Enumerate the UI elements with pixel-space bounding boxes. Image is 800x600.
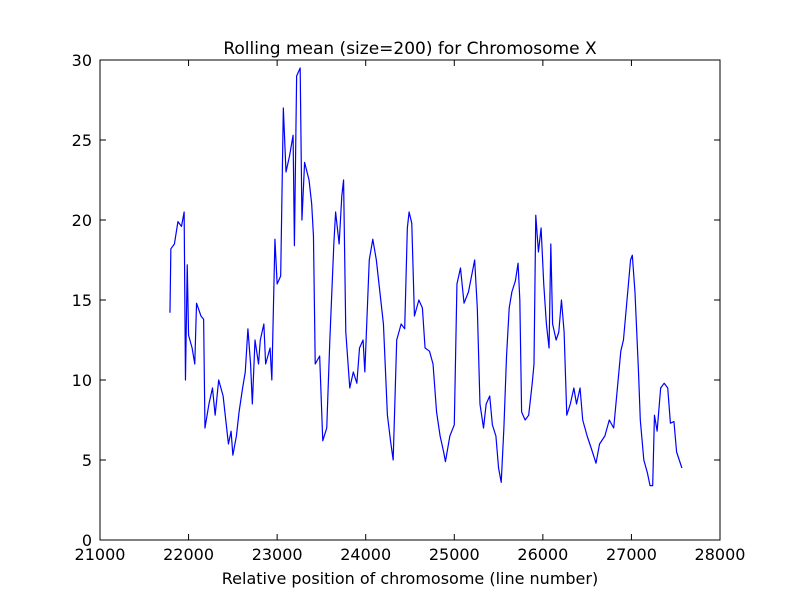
x-tick-label: 21000: [75, 545, 126, 564]
x-tick-label: 25000: [429, 545, 480, 564]
x-tick-label: 27000: [606, 545, 657, 564]
y-tick-label: 0: [82, 531, 92, 550]
y-tick-label: 30: [72, 51, 92, 70]
data-line: [169, 67, 683, 487]
x-tick-label: 24000: [340, 545, 391, 564]
x-tick-label: 26000: [517, 545, 568, 564]
plot-frame: [99, 59, 721, 541]
chart-title: Rolling mean (size=200) for Chromosome X: [223, 39, 597, 59]
x-axis-label: Relative position of chromosome (line nu…: [222, 569, 598, 588]
y-tick-label: 10: [72, 371, 92, 390]
x-tick-label: 23000: [252, 545, 303, 564]
y-tick-label: 5: [82, 451, 92, 470]
x-tick-label: 22000: [163, 545, 214, 564]
y-tick-label: 20: [72, 211, 92, 230]
y-tick-label: 15: [72, 291, 92, 310]
x-tick-label: 28000: [695, 545, 746, 564]
y-tick-label: 25: [72, 131, 92, 150]
